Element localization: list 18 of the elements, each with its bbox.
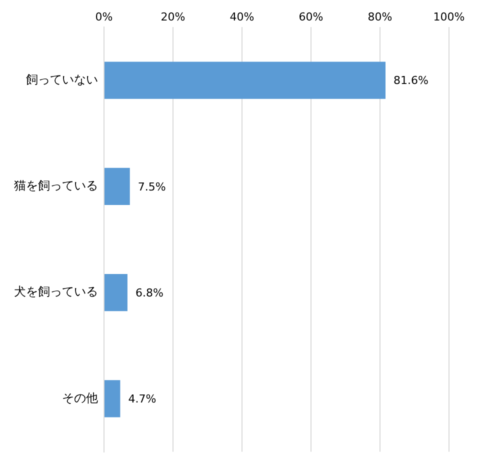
y-tick-label: 猫を飼っている [14, 178, 98, 193]
data-label: 6.8% [135, 286, 164, 300]
data-label: 4.7% [128, 392, 156, 406]
x-tick-label: 60% [298, 10, 324, 24]
bar [104, 274, 128, 312]
x-tick-label: 20% [160, 10, 186, 24]
y-tick-label: その他 [62, 390, 98, 405]
bar [104, 168, 130, 205]
bar [104, 62, 386, 99]
data-label: 7.5% [138, 180, 166, 194]
x-tick-label: 80% [368, 10, 392, 24]
y-tick-label: 飼っていない [26, 72, 98, 86]
data-label: 81.6% [394, 74, 428, 88]
x-tick-label: 40% [230, 10, 254, 24]
bar [104, 380, 120, 418]
x-tick-label: 100% [433, 10, 465, 24]
y-tick-label: 犬を飼っている [14, 284, 98, 299]
x-tick-label: 0% [95, 10, 113, 24]
